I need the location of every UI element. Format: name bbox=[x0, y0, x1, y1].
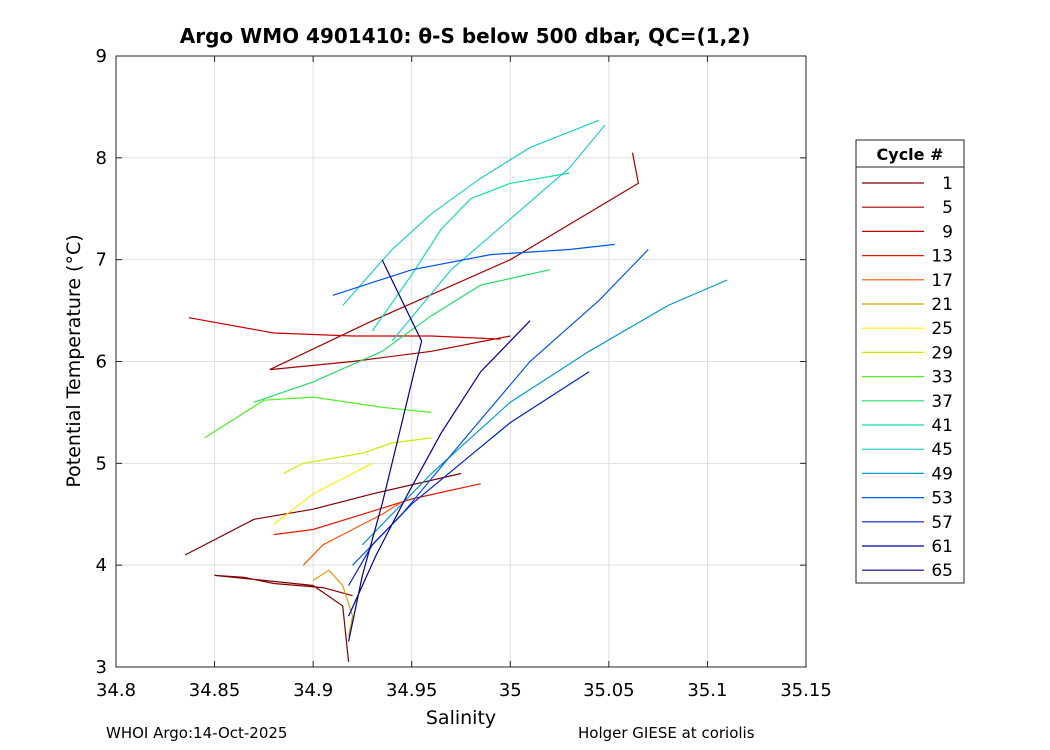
legend: Cycle # 1 5 9 13 17 21 25 29 33 37 41 45 49 53 57 61 65 bbox=[855, 139, 965, 584]
legend-label: 37 bbox=[931, 392, 953, 412]
y-axis-ticks: 3 4 5 6 7 8 9 bbox=[96, 46, 806, 678]
y-tick-label: 7 bbox=[96, 250, 107, 271]
x-tick-label: 35.05 bbox=[583, 680, 635, 701]
legend-entries: 1 5 9 13 17 21 25 29 33 37 41 45 49 53 57 61 65 bbox=[862, 174, 953, 581]
legend-label: 65 bbox=[931, 561, 953, 581]
legend-label: 13 bbox=[931, 247, 953, 267]
series-line-cycle-45 bbox=[342, 119, 600, 306]
series-line-cycle-9 bbox=[188, 317, 501, 340]
series-line-cycle-61 bbox=[348, 320, 531, 617]
series-line-cycle-17 bbox=[302, 501, 403, 566]
legend-label: 41 bbox=[931, 416, 953, 436]
legend-label: 61 bbox=[931, 537, 953, 557]
x-tick-label: 35.1 bbox=[687, 680, 727, 701]
y-tick-label: 3 bbox=[96, 657, 107, 678]
x-tick-label: 35.15 bbox=[780, 680, 832, 701]
y-axis-label: Potential Temperature (°C) bbox=[63, 234, 85, 487]
y-tick-label: 8 bbox=[96, 148, 107, 169]
y-tick-label: 9 bbox=[96, 46, 107, 67]
legend-title: Cycle # bbox=[877, 145, 944, 164]
x-tick-label: 34.85 bbox=[189, 680, 241, 701]
x-tick-label: 34.8 bbox=[96, 680, 136, 701]
series-line-cycle-21 bbox=[312, 569, 354, 637]
series-line-cycle-5b bbox=[269, 335, 511, 371]
legend-label: 5 bbox=[942, 198, 953, 218]
y-tick-label: 5 bbox=[96, 453, 107, 474]
series-line-cycle-53b bbox=[332, 243, 615, 296]
series-line-cycle-1 bbox=[184, 472, 462, 556]
series-line-cycle-33 bbox=[204, 396, 432, 439]
series-line-cycle-41 bbox=[371, 172, 570, 332]
series-line-cycle-13 bbox=[273, 483, 481, 536]
legend-label: 21 bbox=[931, 295, 953, 315]
series-line-cycle-25 bbox=[273, 462, 373, 525]
legend-label: 29 bbox=[931, 343, 953, 363]
legend-label: 53 bbox=[931, 489, 953, 509]
legend-label: 49 bbox=[931, 464, 953, 484]
footer-left: WHOI Argo:14-Oct-2025 bbox=[106, 724, 288, 742]
series-lines bbox=[184, 119, 728, 662]
x-axis-ticks: 34.8 34.85 34.9 34.95 35 35.05 35.1 35.15 bbox=[96, 56, 832, 701]
legend-label: 9 bbox=[942, 222, 953, 242]
legend-box bbox=[855, 139, 965, 584]
series-line-cycle-1b bbox=[214, 574, 353, 662]
y-tick-label: 4 bbox=[96, 555, 107, 576]
series-line-cycle-45b bbox=[391, 124, 606, 342]
x-tick-label: 35 bbox=[499, 680, 522, 701]
series-line-cycle-5 bbox=[269, 152, 640, 371]
legend-label: 57 bbox=[931, 513, 953, 533]
x-tick-label: 34.9 bbox=[293, 680, 333, 701]
legend-label: 1 bbox=[942, 174, 953, 194]
legend-label: 45 bbox=[931, 440, 953, 460]
chart-title: Argo WMO 4901410: θ-S below 500 dbar, QC… bbox=[179, 24, 751, 48]
series-line-cycle-65 bbox=[348, 259, 423, 642]
legend-label: 33 bbox=[931, 368, 953, 388]
x-axis-label: Salinity bbox=[426, 707, 496, 729]
x-tick-label: 34.95 bbox=[386, 680, 438, 701]
legend-label: 17 bbox=[931, 271, 953, 291]
series-line-cycle-29 bbox=[283, 437, 432, 475]
y-tick-label: 6 bbox=[96, 352, 107, 373]
series-line-cycle-37 bbox=[253, 269, 550, 403]
series-line-cycle-57 bbox=[348, 371, 590, 586]
series-line-cycle-49 bbox=[361, 279, 728, 546]
legend-label: 25 bbox=[931, 319, 953, 339]
footer-right: Holger GIESE at coriolis bbox=[578, 724, 755, 742]
